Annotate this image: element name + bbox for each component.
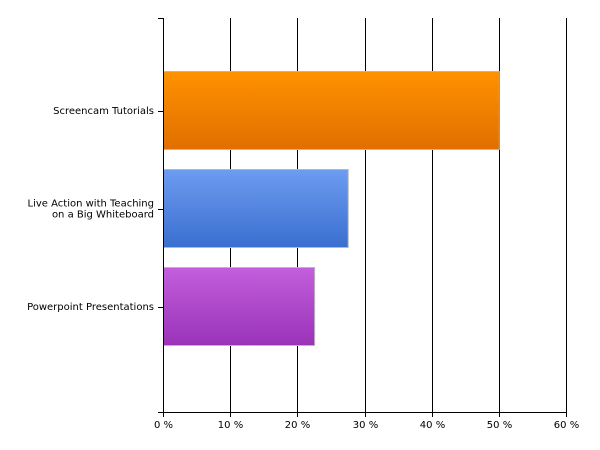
category-label-line: Live Action with Teaching <box>28 199 154 210</box>
x-tick-label-40: 40 % <box>420 420 445 431</box>
category-label-0: Screencam Tutorials <box>53 106 154 117</box>
x-tick-label-60: 60 % <box>554 420 579 431</box>
axes <box>158 18 567 417</box>
x-tick-label-50: 50 % <box>487 420 512 431</box>
bar-2 <box>163 267 316 346</box>
labels: 0 % 10 % 20 % 30 % 40 % 50 % 60 % Screencam Tut… <box>27 106 579 431</box>
bar-1 <box>163 169 349 248</box>
bars <box>163 71 500 346</box>
category-label-2: Powerpoint Presentations <box>27 302 154 313</box>
x-tick-label-0: 0 % <box>154 420 173 431</box>
category-label-1: Live Action with Teaching on a Big Whiteb… <box>28 199 154 221</box>
x-tick-label-20: 20 % <box>285 420 310 431</box>
category-label-line: Screencam Tutorials <box>53 106 154 117</box>
x-tick-label-30: 30 % <box>353 420 378 431</box>
bar-0 <box>163 71 500 150</box>
x-tick-label-10: 10 % <box>218 420 243 431</box>
category-label-line: on a Big Whiteboard <box>52 210 154 221</box>
category-label-line: Powerpoint Presentations <box>27 302 154 313</box>
